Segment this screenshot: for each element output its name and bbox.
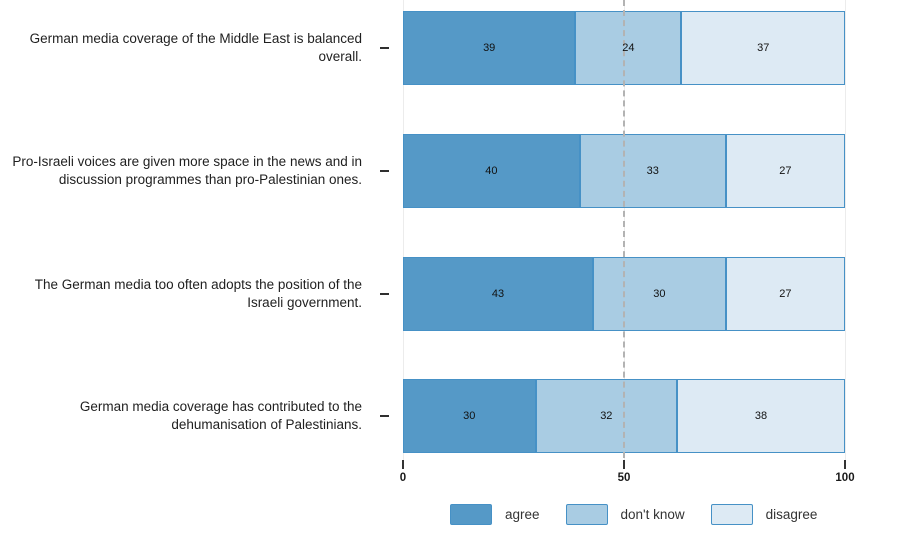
bar-segment-don-t-know [575,11,682,85]
legend-label: disagree [765,507,818,522]
legend-item-agree: agree [450,504,540,525]
segment-value-label: 24 [622,42,635,54]
bar-segment-agree [403,257,594,331]
segment-value-label: 38 [754,410,768,422]
category-tick [380,293,389,295]
segment-value-label: 27 [779,288,792,300]
segment-value-label: 30 [463,410,476,422]
category-label: German media coverage has contributed to… [79,399,362,432]
segment-value-label: 40 [485,165,498,177]
legend-label: don't know [620,507,685,522]
legend-swatch [450,504,492,525]
x-axis-tick [623,460,625,469]
bar-segment-don-t-know [579,134,726,208]
legend-swatch [565,504,608,525]
gridline [402,0,404,468]
legend-item-disagree: disagree [710,504,818,525]
category-tick [380,47,389,49]
bar-segment-disagree [725,134,845,208]
segment-value-label: 33 [646,165,659,177]
segment-value-label: 43 [491,288,505,300]
x-axis-tick-label: 0 [399,472,407,484]
segment-value-label: 39 [483,42,496,54]
legend-label: agree [505,507,540,522]
x-axis-tick-label: 50 [617,472,631,484]
reference-line-50 [623,0,625,468]
category-tick [380,415,389,417]
bar-segment-disagree [725,257,845,331]
bar-segment-don-t-know [535,379,678,453]
bar-row [403,257,845,331]
segment-value-label: 27 [779,165,792,177]
category-label: The German media too often adopts the po… [34,277,362,310]
bar-row [403,11,845,85]
category-label: Pro-Israeli voices are given more space … [12,154,362,187]
x-axis-tick [402,460,404,469]
legend: agree don't know disagree [450,504,817,525]
x-axis-tick-label: 100 [835,472,855,484]
bar-row [403,134,845,208]
legend-item-don-t-know: don't know [565,504,685,525]
bar-segment-agree [403,379,536,453]
x-axis-tick [844,460,846,469]
bar-segment-agree [403,11,576,85]
bar-segment-disagree [677,379,845,453]
category-label: German media coverage of the Middle East… [29,31,362,64]
segment-value-label: 37 [757,42,770,54]
segment-value-label: 30 [653,288,666,300]
bar-segment-don-t-know [593,257,726,331]
gridline [844,0,846,468]
legend-swatch [710,504,753,525]
category-tick [380,170,389,172]
bar-row [403,379,845,453]
bar-segment-agree [403,134,580,208]
bar-segment-disagree [681,11,845,85]
segment-value-label: 32 [600,410,613,422]
